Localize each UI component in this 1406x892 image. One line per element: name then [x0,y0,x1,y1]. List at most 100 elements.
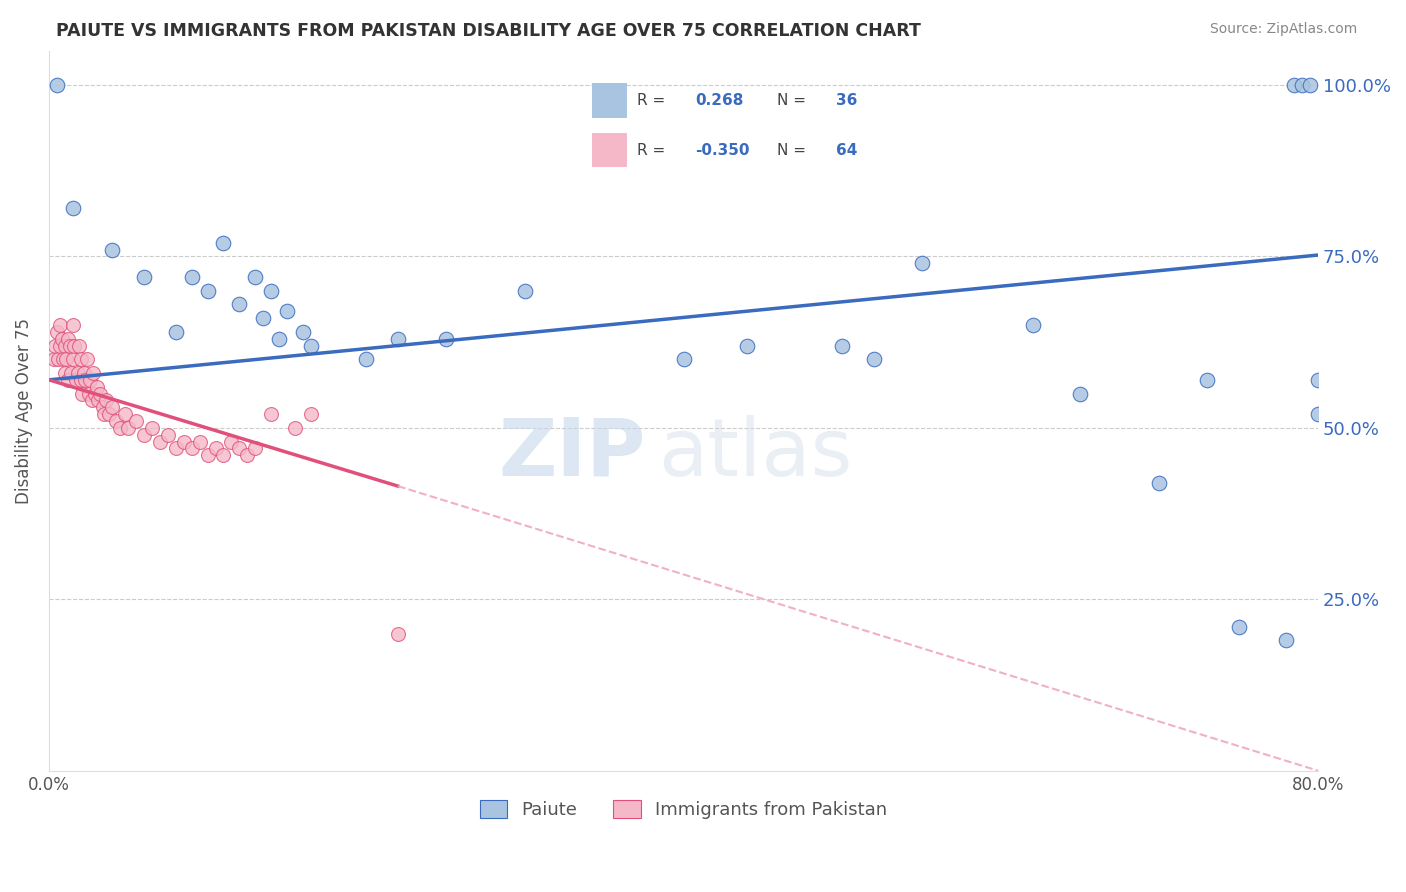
Point [91,401,114,415]
Point [1308,407,1330,421]
Text: ZIP: ZIP [498,415,645,493]
Point [53,366,76,380]
Point [79,373,101,387]
Point [53,338,76,352]
Point [1299,78,1322,92]
Point [1275,633,1298,648]
Point [67,338,90,352]
Point [101,401,124,415]
Point [165,442,187,456]
Point [1308,373,1330,387]
Point [89,386,111,401]
Point [228,297,250,311]
Point [735,338,758,352]
Point [831,338,853,352]
Point [252,311,274,326]
Point [110,421,132,435]
Point [52,352,75,367]
Point [149,434,172,449]
Point [134,427,156,442]
Point [156,427,179,442]
Point [236,448,259,462]
Legend: Paiute, Immigrants from Pakistan: Paiute, Immigrants from Pakistan [472,793,894,827]
Point [86,380,108,394]
Point [387,626,409,640]
Point [75,373,97,387]
Point [58,338,80,352]
Point [73,366,96,380]
Point [228,442,250,456]
Point [42,352,65,367]
Point [77,386,100,401]
Point [284,421,307,435]
Point [1291,78,1313,92]
Point [44,338,66,352]
Point [910,256,932,270]
Point [197,284,219,298]
Text: atlas: atlas [658,415,852,493]
Point [299,338,322,352]
Point [165,325,187,339]
Point [69,352,91,367]
Point [387,332,409,346]
Point [141,421,163,435]
Y-axis label: Disability Age Over 75: Disability Age Over 75 [15,318,32,504]
Point [672,352,695,367]
Point [260,407,283,421]
Point [197,448,219,462]
Point [101,243,124,257]
Point [49,338,72,352]
Point [134,270,156,285]
Point [94,393,117,408]
Point [260,284,283,298]
Text: Source: ZipAtlas.com: Source: ZipAtlas.com [1209,22,1357,37]
Point [114,407,136,421]
Point [356,352,378,367]
Point [276,304,298,318]
Point [117,421,139,435]
Point [245,442,267,456]
Point [180,270,202,285]
Point [82,366,104,380]
Point [62,318,84,332]
Point [434,332,457,346]
Point [69,373,91,387]
Point [125,414,148,428]
Point [45,78,67,92]
Point [84,386,107,401]
Point [45,325,67,339]
Point [180,442,202,456]
Point [267,332,290,346]
Point [55,352,77,367]
Point [93,407,115,421]
Point [56,332,79,346]
Point [513,284,536,298]
Point [1227,620,1250,634]
Point [98,407,121,421]
Point [49,318,72,332]
Point [104,414,127,428]
Point [62,352,84,367]
Point [72,386,94,401]
Point [1284,78,1306,92]
Point [212,235,235,250]
Point [76,352,98,367]
Point [60,366,83,380]
Point [299,407,322,421]
Point [173,434,195,449]
Text: PAIUTE VS IMMIGRANTS FROM PAKISTAN DISABILITY AGE OVER 75 CORRELATION CHART: PAIUTE VS IMMIGRANTS FROM PAKISTAN DISAB… [56,22,921,40]
Point [1069,386,1091,401]
Point [291,325,314,339]
Point [1197,373,1219,387]
Point [1021,318,1043,332]
Point [245,270,267,285]
Point [63,338,86,352]
Point [204,442,226,456]
Point [62,202,84,216]
Point [56,373,79,387]
Point [212,448,235,462]
Point [80,393,103,408]
Point [87,393,110,408]
Point [48,352,70,367]
Point [65,373,87,387]
